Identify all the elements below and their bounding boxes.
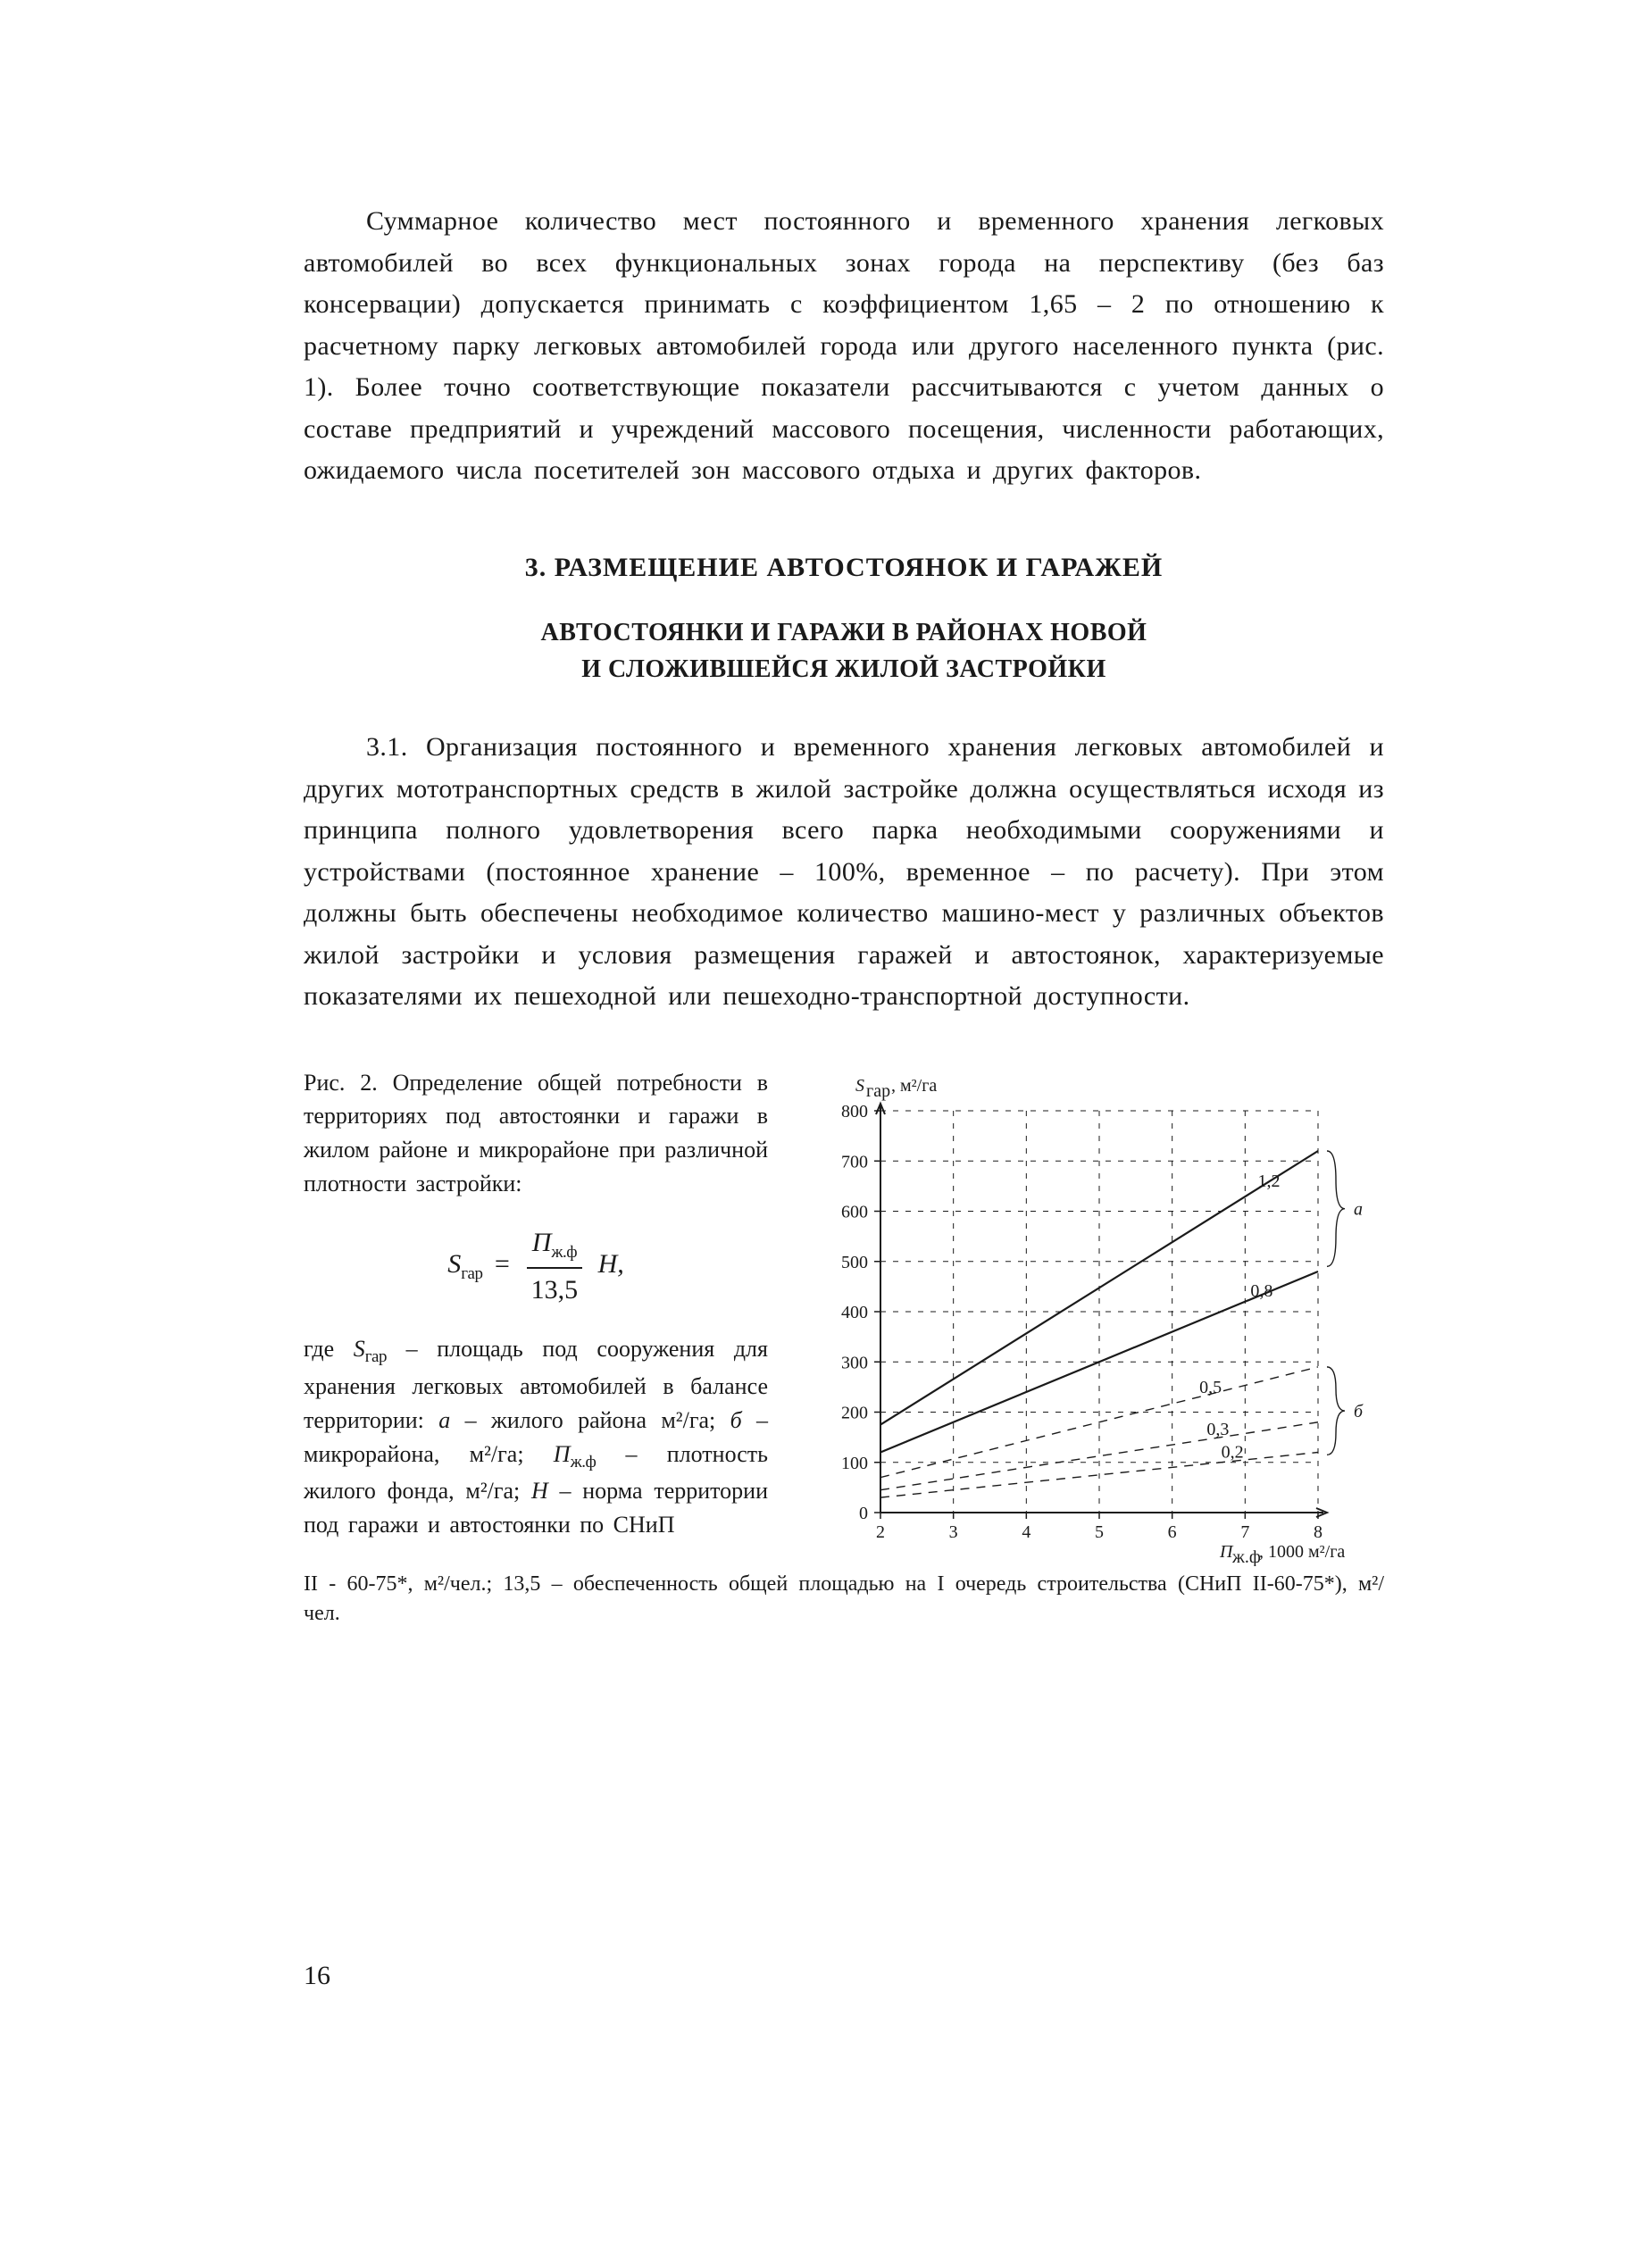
svg-text:300: 300	[841, 1353, 868, 1372]
body-paragraph-2: 3.1. Организация постоянного и временног…	[304, 727, 1384, 1018]
svg-text:600: 600	[841, 1202, 868, 1221]
figure-formula: Sгар = Пж.ф 13,5 Н,	[304, 1223, 768, 1309]
svg-text:6: 6	[1168, 1522, 1177, 1542]
page-number: 16	[304, 1955, 330, 1997]
figure-caption-body: где Sгар – площадь под сооружения для хр…	[304, 1332, 768, 1541]
figure-caption-head: Рис. 2. Определение общей потребности в …	[304, 1066, 768, 1201]
svg-text:200: 200	[841, 1403, 868, 1422]
svg-text:800: 800	[841, 1102, 868, 1121]
figure-footer: II - 60-75*, м²/чел.; 13,5 – обеспеченно…	[304, 1570, 1384, 1630]
line-chart-svg: Sгар, м²/га 0 100 200 300 400 500 600 700 800 2 3 4 5…	[800, 1066, 1372, 1566]
figure-caption-column: Рис. 2. Определение общей потребности в …	[304, 1066, 768, 1542]
svg-text:7: 7	[1240, 1522, 1249, 1542]
svg-text:б: б	[1354, 1402, 1364, 1421]
figure-chart: Sгар, м²/га 0 100 200 300 400 500 600 700 800 2 3 4 5…	[800, 1066, 1384, 1566]
subsection-line-2: И СЛОЖИВШЕЙСЯ ЖИЛОЙ ЗАСТРОЙКИ	[581, 655, 1106, 683]
svg-text:3: 3	[949, 1522, 958, 1542]
svg-text:500: 500	[841, 1252, 868, 1271]
body-paragraph-1: Суммарное количество мест постоянного и …	[304, 201, 1384, 492]
svg-text:а: а	[1354, 1199, 1363, 1219]
svg-text:S: S	[855, 1076, 864, 1096]
svg-text:2: 2	[876, 1522, 885, 1542]
svg-text:0,3: 0,3	[1206, 1420, 1229, 1439]
svg-text:гар: гар	[866, 1081, 890, 1101]
svg-text:400: 400	[841, 1303, 868, 1322]
svg-text:0,5: 0,5	[1199, 1378, 1222, 1397]
svg-text:4: 4	[1022, 1522, 1030, 1542]
svg-text:0: 0	[859, 1504, 868, 1523]
svg-text:1,2: 1,2	[1258, 1171, 1281, 1191]
paragraph-text: 3.1. Организация постоянного и временног…	[304, 732, 1384, 1011]
svg-text:5: 5	[1095, 1522, 1104, 1542]
document-page: Суммарное количество мест постоянного и …	[0, 0, 1652, 2251]
svg-text:700: 700	[841, 1152, 868, 1171]
figure-block: Рис. 2. Определение общей потребности в …	[304, 1066, 1384, 1566]
svg-text:100: 100	[841, 1453, 868, 1472]
svg-text:, м²/га: , м²/га	[891, 1076, 937, 1096]
svg-text:0,2: 0,2	[1222, 1442, 1244, 1462]
subsection-heading: АВТОСТОЯНКИ И ГАРАЖИ В РАЙОНАХ НОВОЙ И С…	[304, 615, 1384, 688]
svg-text:ж.ф: ж.ф	[1231, 1547, 1261, 1566]
svg-text:0,8: 0,8	[1250, 1280, 1272, 1300]
svg-text:8: 8	[1314, 1522, 1322, 1542]
svg-text:, 1000 м²/га: , 1000 м²/га	[1259, 1542, 1345, 1562]
section-heading: 3. РАЗМЕЩЕНИЕ АВТОСТОЯНОК И ГАРАЖЕЙ	[304, 547, 1384, 589]
subsection-line-1: АВТОСТОЯНКИ И ГАРАЖИ В РАЙОНАХ НОВОЙ	[541, 619, 1147, 646]
paragraph-text: Суммарное количество мест постоянного и …	[304, 206, 1384, 485]
